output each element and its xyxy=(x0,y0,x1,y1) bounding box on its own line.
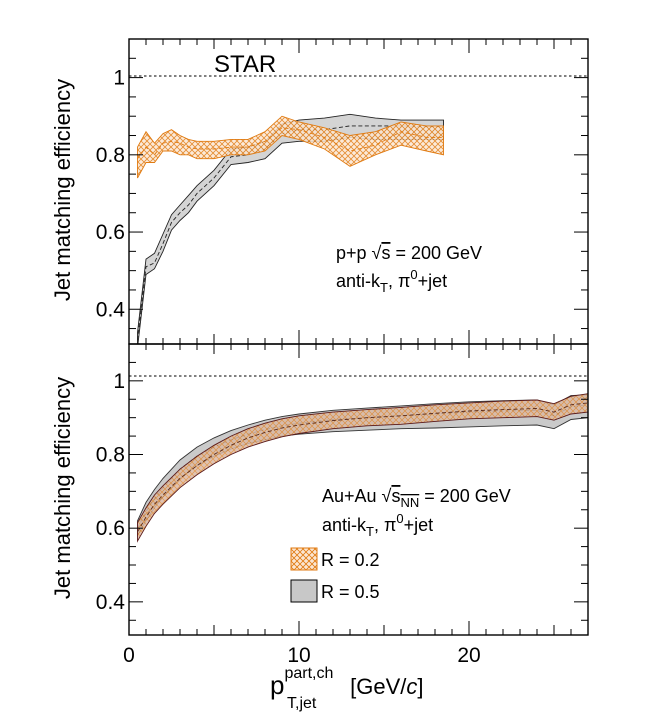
top-ytick-labels: 0.4 0.6 0.8 1 xyxy=(96,67,126,322)
top-ytick-label: 1 xyxy=(113,67,125,90)
auau-sqrt-radicand: s xyxy=(391,486,400,506)
bottom-ytick-label: 0.8 xyxy=(96,444,125,467)
sqrt-s-radicand: s xyxy=(381,243,390,263)
top-ytick-label: 0.6 xyxy=(96,221,125,244)
anti-k-subscript: T xyxy=(380,280,388,295)
bottom-ytick-label: 0.6 xyxy=(96,517,125,540)
bottom-bands xyxy=(137,393,588,543)
auau-jet-suffix: +jet xyxy=(404,515,434,535)
bottom-band-r02 xyxy=(137,393,588,543)
top-ticks xyxy=(128,38,589,344)
bottom-ytick-labels: 0.4 0.6 0.8 1 xyxy=(96,370,126,614)
bottom-panel: Au+Au √sNN = 200 GeV anti-kT, π0+jet R =… xyxy=(96,343,589,667)
pi-prefix: , π xyxy=(388,271,410,291)
auau-jet-annotation: anti-kT, π0+jet xyxy=(322,511,433,539)
bottom-xtick-label: 20 xyxy=(457,644,480,667)
bottom-xtick-label: 10 xyxy=(287,644,310,667)
pp-jet-annotation: anti-kT, π0+jet xyxy=(336,267,447,295)
bottom-ytick-label: 1 xyxy=(113,370,125,393)
auau-pi-superscript: 0 xyxy=(396,511,403,526)
anti-k-text: anti-k xyxy=(336,271,381,291)
auau-anti-k-text: anti-k xyxy=(322,515,367,535)
legend-swatch-r02 xyxy=(290,547,318,571)
legend-label-r02: R = 0.2 xyxy=(321,550,380,570)
bottom-frame xyxy=(128,343,589,636)
sqrt-sign: √ xyxy=(372,243,382,263)
pi-superscript: 0 xyxy=(410,267,417,282)
auau-anti-k-subscript: T xyxy=(366,524,374,539)
top-ylabel: Jet matching efficiency xyxy=(50,79,75,301)
auau-pi-prefix: , π xyxy=(374,515,396,535)
legend: R = 0.2 R = 0.5 xyxy=(290,547,380,603)
pp-energy: = 200 GeV xyxy=(390,243,482,263)
legend-label-r05: R = 0.5 xyxy=(321,582,380,602)
top-panel: STAR p+p √s = 200 GeV anti-kT, π0+jet 0.… xyxy=(96,38,589,345)
bottom-ytick-label: 0.4 xyxy=(96,591,126,614)
bottom-ylabel: Jet matching efficiency xyxy=(50,377,75,599)
bottom-center-line-r02 xyxy=(137,402,588,533)
top-center-line-r05 xyxy=(137,125,444,341)
top-band-r02 xyxy=(137,115,444,179)
xlabel-sup: part,ch xyxy=(284,665,333,682)
auau-annotation: Au+Au √sNN = 200 GeV xyxy=(322,486,511,510)
bottom-xtick-labels: 0 10 20 xyxy=(123,644,481,667)
star-label: STAR xyxy=(214,51,276,78)
top-center-line-r02 xyxy=(137,127,444,159)
legend-swatch-r05 xyxy=(290,579,318,603)
pp-prefix: p+p xyxy=(336,243,372,263)
bottom-xtick-label: 0 xyxy=(123,644,135,667)
xlabel-p: p xyxy=(270,670,284,700)
x-axis-title: ppart,ch T,jet [GeV/c] xyxy=(270,665,423,712)
pp-annotation: p+p √s = 200 GeV xyxy=(336,243,482,263)
top-bands xyxy=(137,113,444,344)
auau-nn-subscript: NN xyxy=(400,495,419,510)
auau-prefix: Au+Au xyxy=(322,486,382,506)
xlabel-sub: T,jet xyxy=(287,695,317,712)
top-ytick-label: 0.4 xyxy=(96,298,126,321)
jet-suffix: +jet xyxy=(418,271,448,291)
auau-energy: = 200 GeV xyxy=(419,486,511,506)
xlabel-unit-open: [GeV/ xyxy=(344,674,407,699)
top-ytick-label: 0.8 xyxy=(96,144,125,167)
auau-sqrt-sign: √ xyxy=(382,486,392,506)
bottom-ticks xyxy=(128,343,589,635)
xlabel-c: c xyxy=(406,674,417,699)
xlabel-unit-close: ] xyxy=(417,674,423,699)
